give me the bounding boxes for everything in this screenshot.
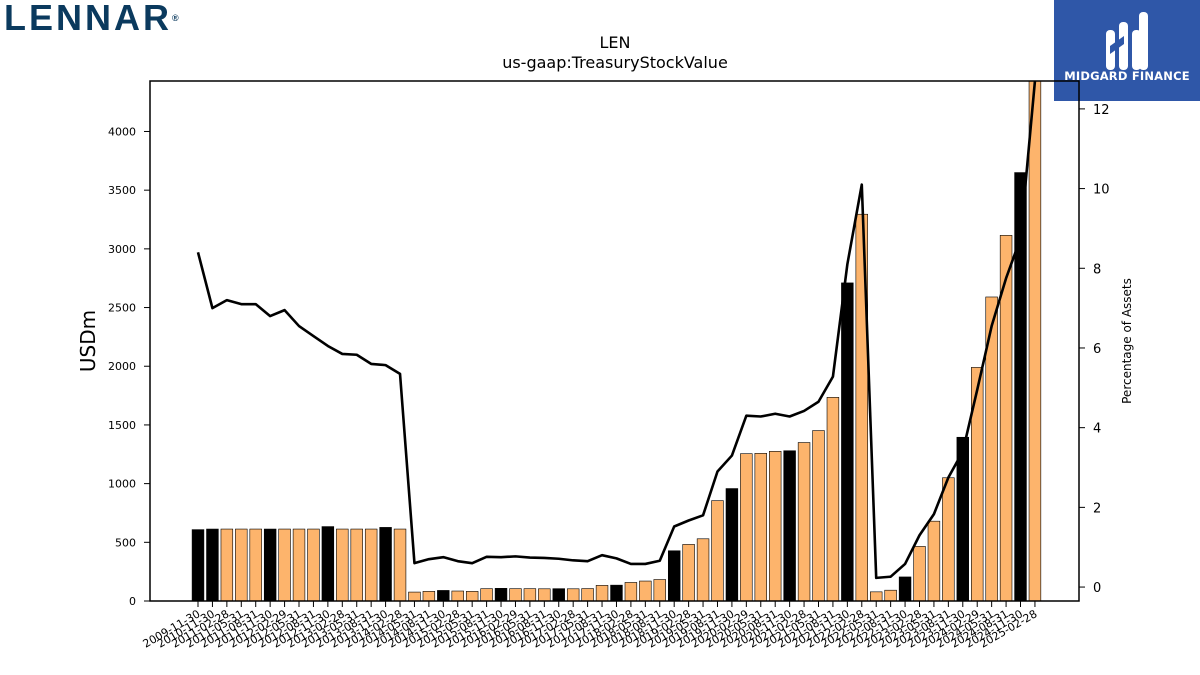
bar-2025-02-28	[1028, 80, 1042, 602]
bar-2016-11-30	[552, 588, 565, 602]
bar-2019-11-30	[725, 488, 739, 602]
bar-2020-11-30	[783, 450, 796, 602]
bar-2017-11-30	[610, 584, 623, 602]
y-tick-label: 3500	[108, 184, 136, 197]
y2-tick-label: 12	[1093, 103, 1110, 118]
bar-2016-08-31	[538, 588, 551, 602]
y-tick-label: 2000	[108, 360, 136, 373]
y2-tick-label: 6	[1093, 342, 1101, 357]
y2-tick-label: 8	[1093, 262, 1101, 277]
bar-2020-05-31	[754, 453, 767, 602]
bar-2012-05-31	[292, 528, 306, 602]
y-tick-label: 500	[115, 536, 136, 549]
bar-2014-02-28	[393, 528, 407, 602]
y-axis-right: 0 2 4 6 8 10 12	[1079, 103, 1110, 596]
chart-subtitle: us-gaap:TreasuryStockValue	[502, 53, 728, 72]
y2-tick-label: 2	[1093, 501, 1101, 516]
y2-tick-label: 10	[1093, 183, 1110, 198]
lennar-logo: LENNAR®	[4, 0, 179, 38]
bar-2017-08-31	[595, 585, 609, 602]
bar-2013-11-30	[379, 527, 392, 602]
bar-2021-02-28	[797, 442, 811, 602]
bar-2010-11-30	[206, 528, 219, 602]
bar-2012-11-30	[321, 526, 335, 602]
bar-2023-05-31	[927, 520, 941, 602]
line-layer	[196, 80, 1037, 580]
bar-2015-11-30	[494, 588, 508, 602]
bars-layer	[191, 80, 1042, 602]
y2-tick-label: 0	[1093, 581, 1101, 596]
y2-axis-label: Percentage of Assets	[1120, 278, 1134, 404]
bar-2014-11-30	[437, 590, 450, 602]
bar-2017-05-31	[581, 588, 594, 602]
midgard-finance-name: MIDGARD FINANCE	[1064, 69, 1190, 83]
bar-2012-02-29	[278, 528, 291, 602]
y-tick-label: 4000	[108, 125, 136, 138]
bar-2023-02-28	[913, 546, 926, 602]
bar-2009-11-30	[191, 529, 205, 602]
bar-2015-02-28	[451, 590, 464, 602]
bar-2011-08-31	[249, 528, 262, 602]
bar-2018-02-28	[624, 582, 638, 602]
bar-2019-05-31	[696, 538, 710, 602]
bar-2014-05-31	[408, 591, 421, 602]
y-tick-label: 3000	[108, 243, 136, 256]
bar-2017-02-28	[566, 588, 580, 602]
bar-2011-02-28	[220, 528, 234, 602]
bar-2015-05-31	[465, 591, 479, 602]
bar-2023-08-31	[942, 477, 955, 602]
bar-2013-08-31	[364, 528, 378, 602]
bar-2012-08-31	[307, 528, 320, 602]
y-axis-label: USDm	[76, 310, 100, 372]
y-axis-left: 0 500 1000 1500 2000 2500 3000 3500 4000	[108, 125, 150, 608]
bar-2022-08-31	[884, 589, 897, 602]
bar-2011-05-31	[235, 528, 248, 602]
bar-2015-08-31	[480, 588, 493, 602]
bar-2014-08-31	[422, 591, 436, 602]
bar-2023-11-30	[956, 436, 969, 602]
bar-2020-08-31	[768, 451, 782, 602]
bar-2019-02-28	[682, 544, 695, 602]
bar-2022-11-30	[898, 576, 912, 602]
bar-2018-05-31	[639, 580, 652, 602]
pct-of-assets-line	[196, 80, 1037, 580]
y-tick-label: 1500	[108, 419, 136, 432]
bar-2013-05-31	[350, 528, 363, 602]
x-axis: 2009-11-302010-11-302011-02-282011-05-31…	[141, 601, 1039, 651]
bar-2018-08-31	[653, 579, 666, 602]
bar-2021-08-31	[826, 397, 840, 602]
bar-2016-05-31	[523, 588, 537, 602]
bar-2021-05-31	[812, 430, 825, 602]
y-tick-label: 1000	[108, 478, 136, 491]
bar-2018-11-30	[667, 550, 681, 602]
bar-2016-02-29	[509, 588, 522, 602]
y2-tick-label: 4	[1093, 422, 1101, 437]
y-tick-label: 0	[129, 595, 136, 608]
bar-2020-02-29	[740, 453, 753, 602]
midgard-logo-icon	[1106, 12, 1148, 70]
chart-title: LEN	[600, 33, 631, 52]
bar-2019-08-31	[711, 500, 724, 602]
bar-2022-05-31	[870, 591, 883, 602]
plot-frame	[149, 80, 1080, 602]
y-tick-label: 2500	[108, 302, 136, 315]
bar-2021-11-30	[841, 282, 854, 602]
bar-2011-11-30	[263, 528, 277, 602]
bar-2013-02-28	[336, 528, 349, 602]
